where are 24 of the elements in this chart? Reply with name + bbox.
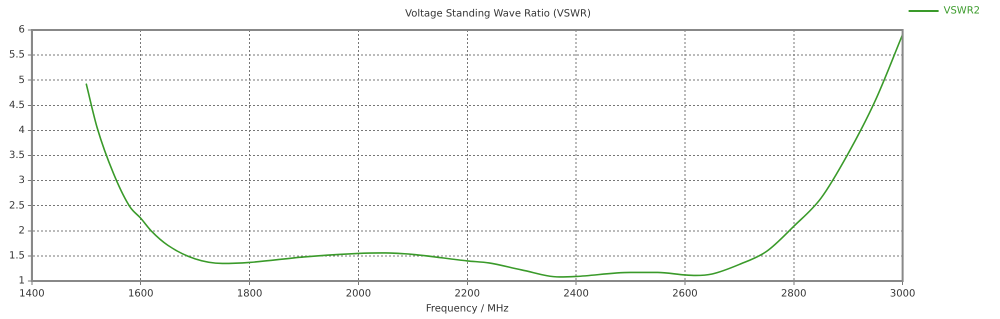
- x-tick-label: 2000: [346, 288, 372, 300]
- line-series: [86, 34, 903, 278]
- x-tick-label: 2400: [563, 288, 589, 300]
- chart-title: Voltage Standing Wave Ratio (VSWR): [405, 8, 591, 20]
- y-tick-label: 1: [18, 276, 25, 287]
- x-tick-label: 3000: [890, 288, 916, 300]
- x-tick-label: 1600: [128, 288, 154, 300]
- x-tick-label: 2600: [672, 288, 698, 300]
- y-tick-label: 3.5: [8, 150, 25, 162]
- x-axis-title: Frequency / MHz: [426, 304, 509, 315]
- x-tick-label: 1800: [236, 288, 262, 300]
- y-tick-label: 4.5: [8, 100, 25, 111]
- legend-label: VSWR2: [944, 6, 980, 17]
- x-tick-label: 2200: [454, 288, 480, 300]
- y-tick-label: 2: [18, 225, 25, 236]
- y-tick-label: 4: [18, 124, 25, 136]
- y-tick-label: 5.5: [8, 50, 25, 61]
- y-tick-label: 6: [18, 24, 25, 36]
- y-tick-label: 5: [18, 74, 25, 86]
- y-tick-label: 1.5: [8, 250, 25, 262]
- x-tick-label: 2800: [781, 288, 806, 300]
- y-tick-label: 2.5: [8, 200, 25, 212]
- y-tick-label: 3: [18, 175, 25, 186]
- x-tick-label: 1400: [19, 288, 45, 300]
